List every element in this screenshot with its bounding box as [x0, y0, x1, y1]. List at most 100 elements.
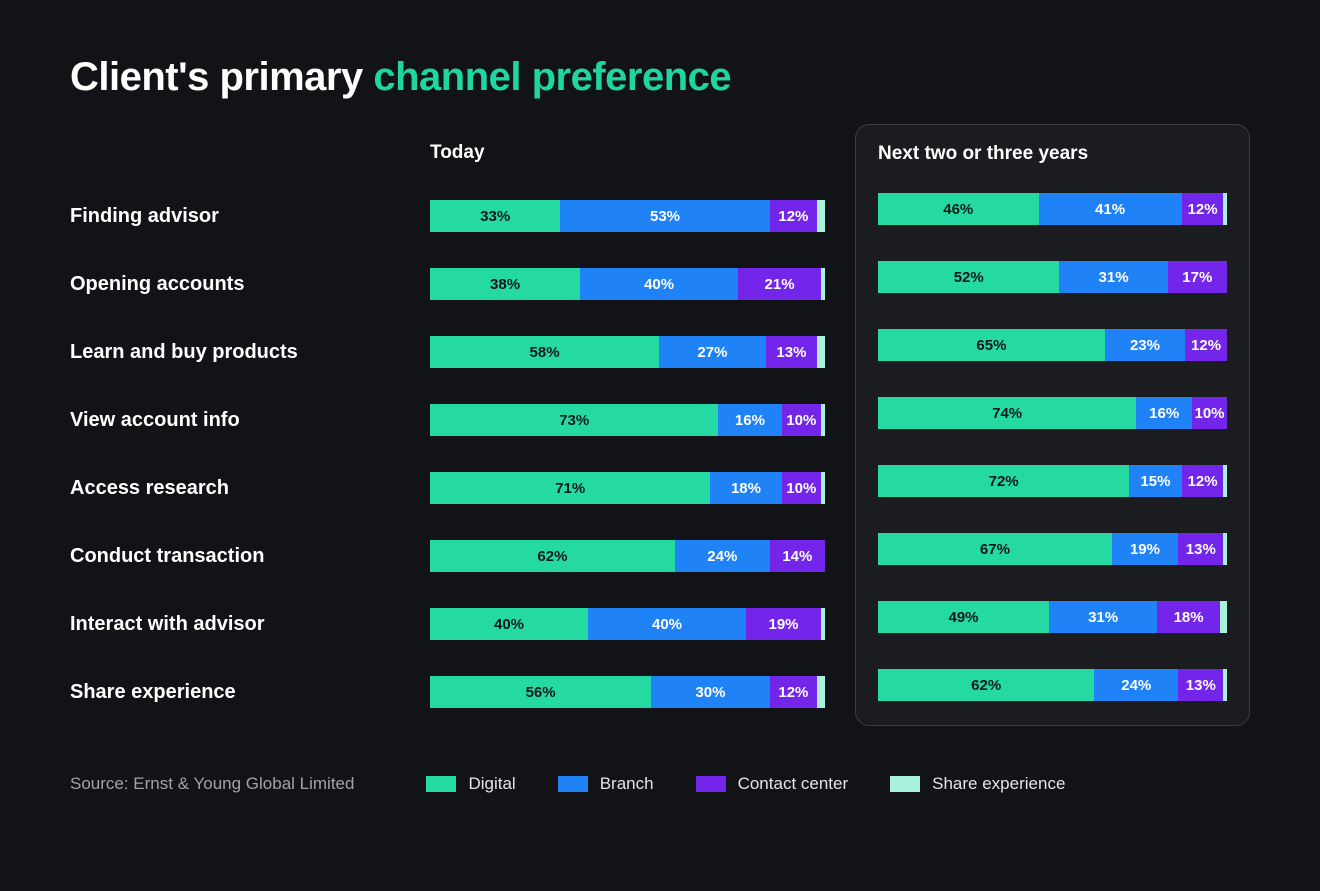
bar-segment-digital: 62%: [430, 540, 675, 572]
bar-segment-branch: 24%: [675, 540, 770, 572]
stacked-bar: 38%40%21%: [430, 268, 825, 300]
bar-segment-share: [1223, 669, 1226, 701]
bar-segment-branch: 30%: [651, 676, 770, 708]
bar-segment-digital: 67%: [878, 533, 1112, 565]
bar-segment-contact: 12%: [1182, 465, 1224, 497]
bar-segment-digital: 72%: [878, 465, 1129, 497]
future-panel: Next two or three years 46%41%12%52%31%1…: [855, 124, 1250, 726]
bar-segment-share: [817, 336, 825, 368]
bar-segment-share: [817, 200, 825, 232]
stacked-bar: 46%41%12%: [878, 193, 1227, 225]
stacked-bar: 40%40%19%: [430, 608, 825, 640]
bar-segment-share: [1223, 533, 1226, 565]
today-bars: 33%53%12%38%40%21%58%27%13%73%16%10%71%1…: [430, 200, 825, 708]
bar-segment-digital: 38%: [430, 268, 580, 300]
stacked-bar: 49%31%18%: [878, 601, 1227, 633]
bar-segment-digital: 56%: [430, 676, 651, 708]
category-label: Interact with advisor: [70, 608, 400, 640]
bar-segment-contact: 21%: [738, 268, 821, 300]
stacked-bar: 67%19%13%: [878, 533, 1227, 565]
bar-segment-branch: 41%: [1039, 193, 1182, 225]
bar-segment-contact: 19%: [746, 608, 821, 640]
stacked-bar: 56%30%12%: [430, 676, 825, 708]
bar-segment-share: [817, 676, 825, 708]
bar-segment-branch: 15%: [1129, 465, 1181, 497]
legend-item-branch: Branch: [558, 774, 654, 794]
bar-segment-branch: 31%: [1059, 261, 1167, 293]
bar-segment-branch: 16%: [1136, 397, 1192, 429]
legend-item-digital: Digital: [426, 774, 515, 794]
legend-swatch: [426, 776, 456, 792]
bar-segment-contact: 10%: [1192, 397, 1227, 429]
stacked-bar: 33%53%12%: [430, 200, 825, 232]
legend-label: Share experience: [932, 774, 1065, 794]
category-label: Learn and buy products: [70, 336, 400, 368]
bar-segment-contact: 10%: [782, 404, 822, 436]
stacked-bar: 71%18%10%: [430, 472, 825, 504]
bar-segment-branch: 16%: [718, 404, 781, 436]
source-text: Source: Ernst & Young Global Limited: [70, 774, 354, 794]
category-label: Share experience: [70, 676, 400, 708]
chart-page: Client's primary channel preference Find…: [0, 0, 1320, 794]
bar-segment-branch: 31%: [1049, 601, 1157, 633]
legend-item-share: Share experience: [890, 774, 1065, 794]
bar-segment-share: [1223, 465, 1226, 497]
bar-segment-share: [821, 268, 825, 300]
title-accent: channel preference: [373, 55, 731, 99]
legend-swatch: [558, 776, 588, 792]
stacked-bar: 62%24%13%: [878, 669, 1227, 701]
bar-segment-contact: 12%: [1182, 193, 1224, 225]
bar-segment-contact: 12%: [1185, 329, 1227, 361]
stacked-bar: 65%23%12%: [878, 329, 1227, 361]
bar-segment-branch: 53%: [560, 200, 769, 232]
bar-segment-branch: 40%: [580, 268, 738, 300]
bar-segment-contact: 10%: [782, 472, 822, 504]
bar-segment-contact: 12%: [770, 676, 817, 708]
bar-segment-digital: 71%: [430, 472, 710, 504]
page-title: Client's primary channel preference: [70, 55, 1250, 100]
bar-segment-share: [821, 608, 825, 640]
category-label: View account info: [70, 404, 400, 436]
legend-label: Digital: [468, 774, 515, 794]
today-header: Today: [430, 142, 825, 170]
bar-segment-digital: 65%: [878, 329, 1105, 361]
bar-segment-share: [1223, 193, 1226, 225]
bar-segment-digital: 40%: [430, 608, 588, 640]
bar-segment-digital: 73%: [430, 404, 718, 436]
bar-segment-contact: 13%: [1178, 533, 1223, 565]
category-labels-column: Finding advisorOpening accountsLearn and…: [70, 142, 400, 708]
bar-segment-contact: 18%: [1157, 601, 1220, 633]
title-prefix: Client's primary: [70, 55, 373, 99]
bar-segment-share: [1220, 601, 1227, 633]
bar-segment-share: [821, 472, 825, 504]
bar-segment-digital: 62%: [878, 669, 1094, 701]
bar-segment-branch: 23%: [1105, 329, 1185, 361]
bar-segment-branch: 18%: [710, 472, 781, 504]
stacked-bar: 62%24%14%: [430, 540, 825, 572]
bar-segment-digital: 49%: [878, 601, 1049, 633]
category-label: Conduct transaction: [70, 540, 400, 572]
bar-segment-digital: 33%: [430, 200, 560, 232]
bar-segment-contact: 12%: [770, 200, 817, 232]
bar-segment-contact: 14%: [770, 540, 825, 572]
stacked-bar: 52%31%17%: [878, 261, 1227, 293]
today-column: Today 33%53%12%38%40%21%58%27%13%73%16%1…: [430, 142, 825, 708]
bar-segment-contact: 13%: [1178, 669, 1223, 701]
future-header: Next two or three years: [878, 143, 1227, 171]
category-label: Finding advisor: [70, 200, 400, 232]
bar-segment-branch: 19%: [1112, 533, 1178, 565]
future-bars: 46%41%12%52%31%17%65%23%12%74%16%10%72%1…: [878, 193, 1227, 701]
stacked-bar: 58%27%13%: [430, 336, 825, 368]
bar-segment-contact: 17%: [1168, 261, 1227, 293]
legend-label: Branch: [600, 774, 654, 794]
bar-segment-digital: 58%: [430, 336, 659, 368]
footer: Source: Ernst & Young Global Limited Dig…: [70, 774, 1250, 794]
bar-segment-share: [821, 404, 825, 436]
legend-swatch: [696, 776, 726, 792]
legend-label: Contact center: [738, 774, 849, 794]
bar-segment-digital: 52%: [878, 261, 1059, 293]
charts-area: Finding advisorOpening accountsLearn and…: [70, 142, 1250, 726]
stacked-bar: 73%16%10%: [430, 404, 825, 436]
legend-item-contact: Contact center: [696, 774, 849, 794]
bar-segment-digital: 46%: [878, 193, 1039, 225]
